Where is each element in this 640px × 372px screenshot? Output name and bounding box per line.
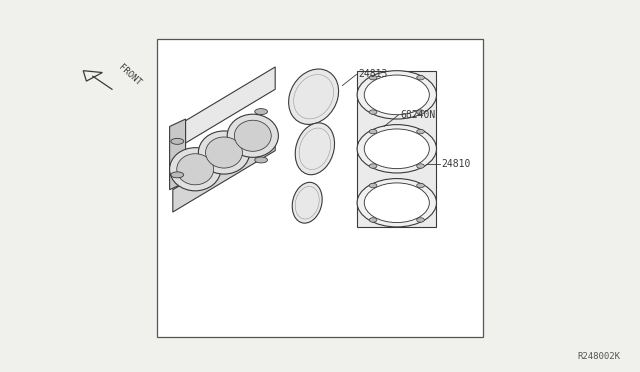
Bar <box>157 39 483 337</box>
Ellipse shape <box>198 131 250 174</box>
Ellipse shape <box>255 157 268 163</box>
Polygon shape <box>170 119 186 190</box>
Ellipse shape <box>170 148 221 191</box>
Ellipse shape <box>171 172 184 178</box>
Polygon shape <box>83 71 102 81</box>
Ellipse shape <box>417 76 424 80</box>
Ellipse shape <box>369 129 377 134</box>
Polygon shape <box>173 128 275 212</box>
Ellipse shape <box>177 154 214 185</box>
Ellipse shape <box>255 109 268 115</box>
Ellipse shape <box>357 179 436 227</box>
Ellipse shape <box>417 110 424 114</box>
Ellipse shape <box>357 71 436 119</box>
Ellipse shape <box>369 164 377 168</box>
Ellipse shape <box>417 164 424 168</box>
Text: 24810: 24810 <box>442 159 471 169</box>
Text: 24813: 24813 <box>358 70 388 79</box>
Ellipse shape <box>369 218 377 222</box>
Ellipse shape <box>369 183 377 188</box>
Ellipse shape <box>369 110 377 114</box>
Ellipse shape <box>364 75 429 115</box>
Ellipse shape <box>295 123 335 175</box>
Ellipse shape <box>171 138 184 144</box>
Ellipse shape <box>292 182 322 223</box>
Ellipse shape <box>417 183 424 188</box>
Ellipse shape <box>417 218 424 222</box>
Ellipse shape <box>364 129 429 169</box>
Ellipse shape <box>289 69 339 124</box>
Ellipse shape <box>417 129 424 134</box>
Ellipse shape <box>234 120 271 151</box>
Ellipse shape <box>205 137 243 168</box>
Text: 68240N: 68240N <box>400 110 435 120</box>
Polygon shape <box>357 71 436 227</box>
Text: FRONT: FRONT <box>117 63 143 87</box>
Ellipse shape <box>357 125 436 173</box>
Ellipse shape <box>369 76 377 80</box>
Ellipse shape <box>227 114 278 157</box>
Polygon shape <box>173 67 275 151</box>
Ellipse shape <box>364 183 429 222</box>
Text: R248002K: R248002K <box>578 352 621 361</box>
